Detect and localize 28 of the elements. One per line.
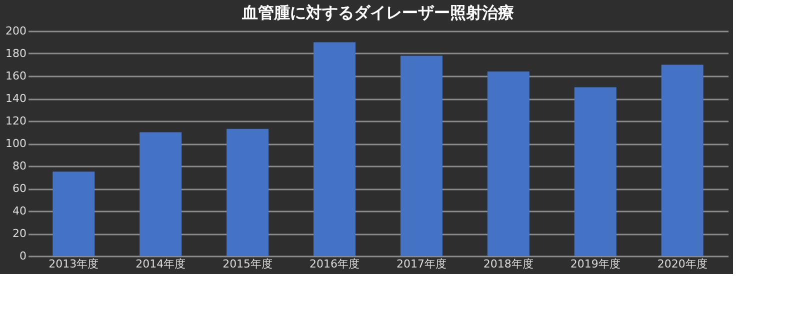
x-tick-label: 2016年度 [310,258,360,270]
x-tick-label: 2019年度 [570,258,620,270]
bar [400,56,442,256]
chart-title: 血管腫に対するダイレーザー照射治療 [241,3,514,22]
x-tick-label: 2014年度 [136,258,186,270]
x-tick-label: 2017年度 [396,258,446,270]
y-tick-label: 180 [6,47,26,60]
x-tick-label: 2013年度 [48,258,99,270]
bar [52,172,95,256]
x-tick-label: 2015年度 [222,258,273,270]
y-tick-label: 160 [6,70,26,82]
bar [140,132,182,256]
x-tick-label: 2020年度 [657,258,708,270]
bar [487,72,530,256]
x-tick-label: 2018年度 [483,258,534,270]
y-tick-label: 80 [12,160,26,172]
y-tick-label: 120 [6,114,26,128]
y-tick-label: 20 [12,227,26,240]
y-tick-label: 140 [6,92,26,105]
y-tick-label: 60 [12,182,26,195]
bar [226,128,269,256]
bar [661,64,704,256]
y-tick-label: 200 [6,24,26,38]
y-tick-label: 40 [12,204,26,218]
y-tick-label: 0 [20,250,26,262]
bar [574,87,616,256]
bar [314,42,356,256]
y-tick-label: 100 [6,137,26,150]
